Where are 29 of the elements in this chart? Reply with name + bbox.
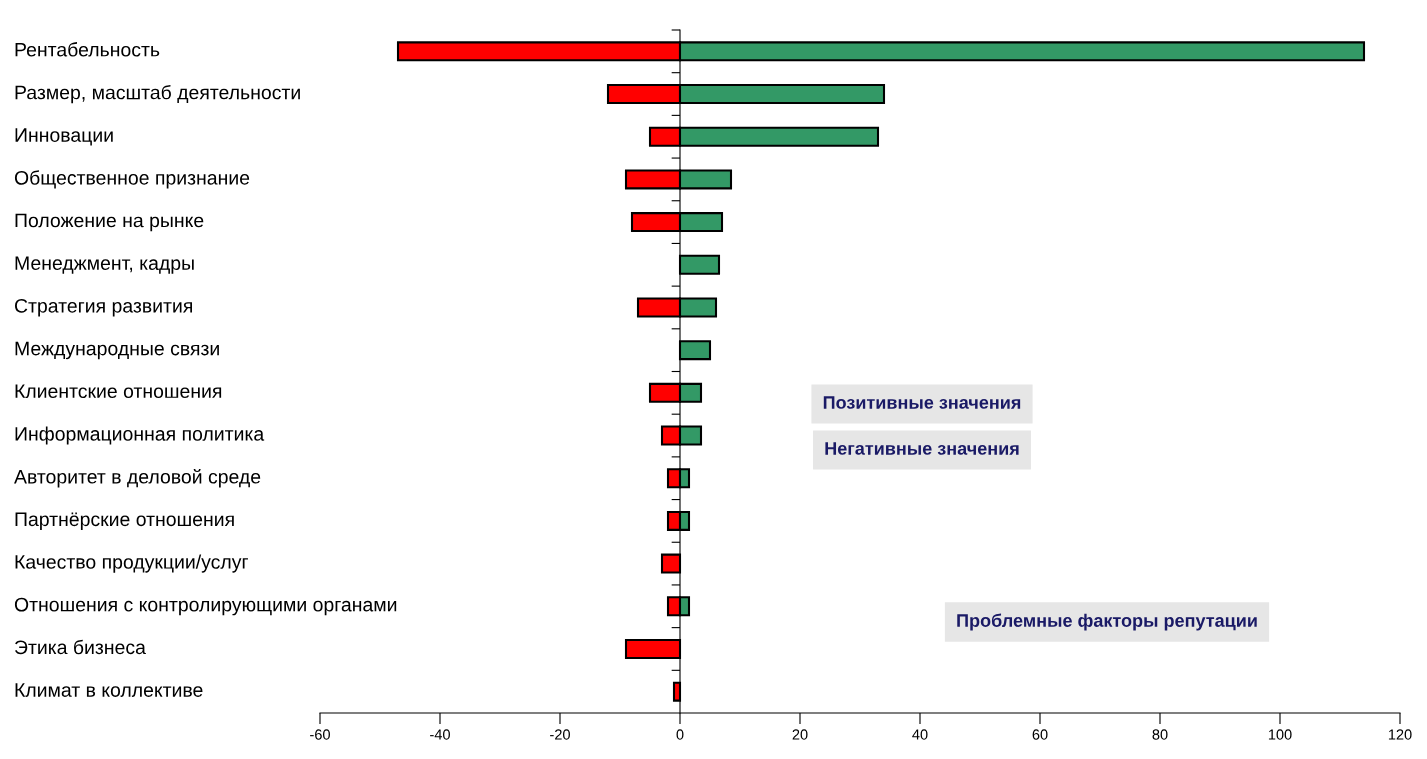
annotation: Проблемные факторы репутации bbox=[957, 613, 1257, 631]
y-tick-label: Отношения с контролирующими органами bbox=[14, 597, 397, 616]
x-tick-label: 60 bbox=[1032, 729, 1048, 740]
y-tick-label: Менеджмент, кадры bbox=[15, 256, 194, 274]
y-tick-label: Информационная политика bbox=[15, 426, 265, 445]
y-tick-label: Этика бизнеса bbox=[15, 639, 146, 655]
y-tick-label: Партнёрские отношения bbox=[15, 512, 234, 530]
x-tick-label: -60 bbox=[310, 729, 330, 740]
x-tick-label: -20 bbox=[550, 729, 570, 740]
y-tick-label: Международные связи bbox=[15, 341, 219, 360]
annotation: Позитивные значения bbox=[823, 396, 1021, 409]
y-tick-label: Клиентские отношения bbox=[15, 384, 222, 399]
y-tick-label: Стратегия развития bbox=[14, 298, 192, 317]
x-tick-label: -40 bbox=[430, 729, 450, 740]
y-tick-label: Рентабельность bbox=[15, 42, 160, 57]
x-tick-label: 0 bbox=[676, 729, 684, 740]
y-tick-label: Климат в коллективе bbox=[15, 683, 203, 697]
x-tick-label: 40 bbox=[912, 729, 928, 740]
x-tick-label: 100 bbox=[1268, 729, 1292, 740]
y-tick-label: Размер, масштаб деятельности bbox=[15, 84, 300, 104]
annotation: Негативные значения bbox=[825, 442, 1019, 455]
y-tick-label: Авторитет в деловой среде bbox=[14, 468, 261, 488]
y-tick-label: Инновации bbox=[15, 128, 113, 146]
y-tick-label: Положение на рынке bbox=[15, 213, 204, 232]
x-tick-label: 20 bbox=[792, 729, 808, 740]
y-tick-label: Общественное признание bbox=[14, 170, 250, 189]
x-tick-label: 80 bbox=[1152, 729, 1168, 740]
y-tick-label: Качество продукции/услуг bbox=[15, 554, 248, 573]
x-tick-label: 120 bbox=[1388, 729, 1412, 740]
